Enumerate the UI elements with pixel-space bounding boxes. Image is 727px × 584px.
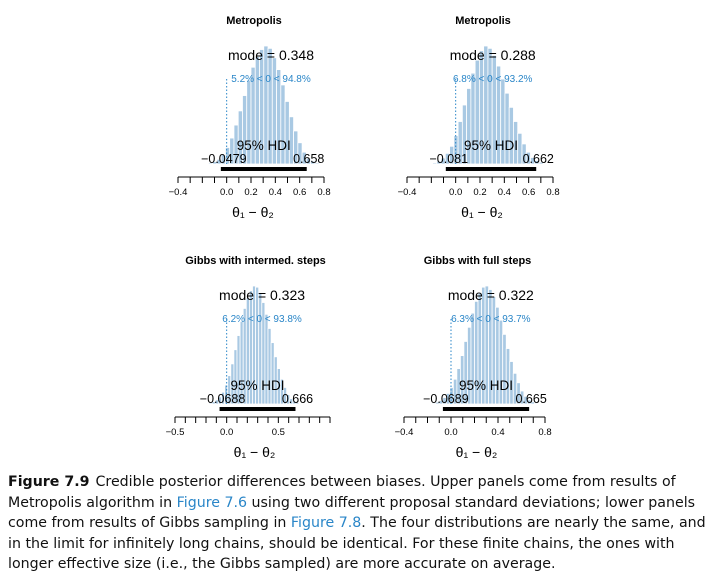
hdi-low-label: −0.081 — [430, 152, 469, 166]
x-tick-label: 0.0 — [220, 427, 233, 438]
chart-panel-1: Metropolis mode = 0.348 5.2% < 0 < 94.8% 95… — [169, 15, 331, 220]
caption-text-3: . The four distributions are nearly the … — [8, 515, 706, 572]
panel-title: Metropolis — [455, 15, 511, 27]
histogram-bar — [505, 348, 511, 405]
x-tick-label: 0.5 — [272, 427, 285, 438]
percent-label: 6.8% < 0 < 93.2% — [453, 74, 533, 85]
hdi-low-label: −0.0688 — [200, 392, 246, 406]
hdi-label: 95% HDI — [237, 138, 291, 153]
hdi-label: 95% HDI — [464, 138, 518, 153]
x-tick-label: 0.0 — [220, 187, 233, 198]
histogram-bar — [534, 402, 539, 405]
histogram-bar — [502, 333, 507, 405]
histogram-bar — [270, 342, 275, 405]
x-tick-label: 0.0 — [444, 427, 457, 438]
caption-text-1: Credible posterior differences between b… — [8, 474, 676, 511]
x-tick-label: 0.6 — [522, 187, 535, 198]
x-tick-label: 0.4 — [491, 427, 504, 438]
x-tick-label: 0.8 — [538, 427, 551, 438]
x-tick-label: −0.4 — [398, 187, 417, 198]
hdi-low-label: −0.0689 — [423, 392, 469, 406]
histogram-bar — [517, 132, 523, 165]
chart-panel-2: Metropolis mode = 0.288 6.8% < 0 < 93.2% 95… — [398, 15, 560, 220]
x-tick-label: 0.2 — [473, 187, 486, 198]
panel-title: Metropolis — [226, 15, 282, 27]
hdi-high-label: 0.666 — [282, 392, 313, 406]
histogram-bar — [504, 92, 510, 165]
x-tick-label: −0.5 — [166, 427, 185, 438]
x-axis-label: θ₁ − θ₂ — [234, 444, 276, 460]
hdi-high-label: 0.665 — [515, 392, 546, 406]
mode-label: mode = 0.322 — [448, 287, 534, 303]
percent-label: 5.2% < 0 < 94.8% — [231, 74, 311, 85]
mode-label: mode = 0.323 — [219, 287, 305, 303]
panel-title: Gibbs with intermed. steps — [185, 255, 326, 267]
figure-caption: Figure 7.9 Credible posterior differences… — [8, 472, 720, 575]
caption-link-figure-7-6[interactable]: Figure 7.6 — [176, 494, 248, 511]
percent-label: 6.2% < 0 < 93.8% — [222, 314, 302, 325]
hdi-high-label: 0.662 — [523, 152, 554, 166]
chart-panel-3: Gibbs with intermed. steps mode = 0.323 6.… — [166, 255, 331, 460]
caption-figure-label: Figure 7.9 — [8, 474, 90, 490]
x-tick-label: 0.6 — [293, 187, 306, 198]
hdi-label: 95% HDI — [231, 378, 285, 393]
histogram-bar — [284, 101, 290, 165]
x-tick-label: 0.4 — [269, 187, 282, 198]
x-tick-label: 0.0 — [449, 187, 462, 198]
x-tick-label: 0.4 — [498, 187, 511, 198]
x-tick-label: 0.8 — [317, 187, 330, 198]
mode-label: mode = 0.348 — [228, 47, 314, 63]
panel-title: Gibbs with full steps — [424, 255, 532, 267]
histogram-bar — [508, 106, 514, 165]
caption-link-figure-7-8[interactable]: Figure 7.8 — [290, 515, 362, 531]
mode-label: mode = 0.288 — [450, 47, 536, 63]
hdi-low-label: −0.0479 — [201, 152, 247, 166]
hdi-label: 95% HDI — [459, 378, 513, 393]
figure-panels: Metropolis mode = 0.348 5.2% < 0 < 94.8% 95… — [166, 15, 560, 460]
chart-panel-4: Gibbs with full steps mode = 0.322 6.3% < … — [395, 255, 552, 460]
percent-label: 6.3% < 0 < 93.7% — [451, 314, 531, 325]
x-axis-label: θ₁ − θ₂ — [461, 204, 503, 220]
caption-text-2: using two different proposal standard de… — [8, 494, 696, 532]
hdi-high-label: 0.658 — [293, 152, 324, 166]
x-axis-label: θ₁ − θ₂ — [456, 444, 498, 460]
x-tick-label: 0.2 — [244, 187, 257, 198]
x-tick-label: 0.8 — [546, 187, 559, 198]
histogram-bar — [314, 162, 320, 165]
x-axis-label: θ₁ − θ₂ — [232, 204, 274, 220]
histogram-bar — [298, 403, 303, 405]
x-tick-label: −0.4 — [169, 187, 188, 198]
x-tick-label: −0.4 — [395, 427, 414, 438]
histogram-bar — [542, 163, 548, 165]
